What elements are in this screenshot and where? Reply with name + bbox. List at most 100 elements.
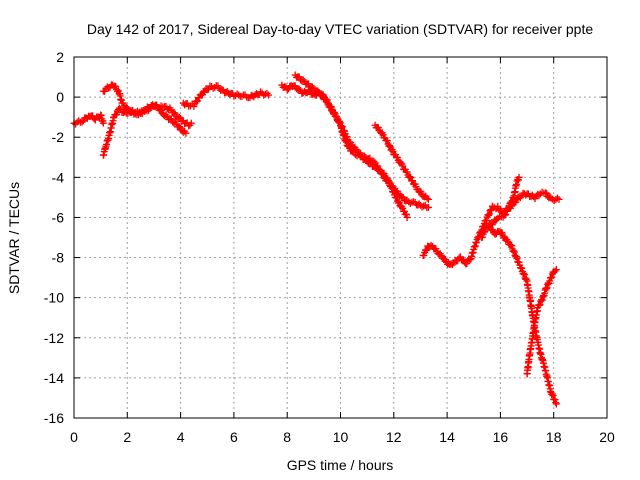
- series-arc-4: [179, 82, 273, 110]
- data-point: [528, 191, 536, 199]
- series-arc-6: [291, 71, 432, 212]
- series-arc-10: [486, 223, 560, 408]
- data-point: [472, 239, 480, 247]
- data-point: [200, 89, 208, 97]
- data-point: [480, 228, 488, 236]
- data-point: [406, 173, 414, 181]
- series-arc-7: [371, 121, 432, 203]
- data-point: [370, 157, 378, 165]
- data-point: [482, 217, 490, 225]
- data-point: [543, 189, 551, 197]
- y-tick-label: -16: [44, 410, 64, 426]
- data-point: [546, 277, 554, 285]
- data-point: [551, 267, 559, 275]
- y-tick-label: 0: [56, 89, 64, 105]
- data-point: [424, 203, 432, 211]
- data-point: [386, 142, 394, 150]
- data-point: [398, 193, 406, 201]
- x-tick-label: 6: [230, 429, 238, 445]
- grid-lines: [74, 57, 607, 418]
- data-point: [113, 110, 121, 118]
- data-point: [338, 123, 346, 131]
- data-point: [175, 113, 183, 121]
- data-point: [553, 194, 561, 202]
- data-point: [549, 392, 557, 400]
- data-point: [299, 76, 307, 84]
- y-tick-labels: -16 -14 -12 -10 -8 -6 -4 -2 0 2: [44, 49, 64, 426]
- data-point: [498, 229, 506, 237]
- data-point: [536, 301, 544, 309]
- data-point: [510, 247, 518, 255]
- data-point: [395, 198, 403, 206]
- data-point: [513, 177, 521, 185]
- y-axis-title: SDTVAR / TECUs: [6, 182, 22, 294]
- data-point: [552, 266, 560, 274]
- data-point: [482, 216, 490, 224]
- data-point: [112, 111, 120, 119]
- data-point: [389, 183, 397, 191]
- x-axis-title: GPS time / hours: [287, 457, 394, 473]
- x-tick-label: 20: [599, 429, 615, 445]
- data-point: [112, 83, 120, 91]
- data-point: [182, 129, 190, 137]
- y-tick-label: -12: [44, 330, 64, 346]
- data-point: [512, 198, 520, 206]
- data-point: [432, 245, 440, 253]
- data-point: [485, 210, 493, 218]
- x-tick-label: 8: [283, 429, 291, 445]
- data-point: [481, 227, 489, 235]
- y-tick-label: -6: [52, 209, 65, 225]
- y-tick-label: -10: [44, 290, 64, 306]
- chart-title: Day 142 of 2017, Sidereal Day-to-day VTE…: [87, 21, 594, 37]
- data-point: [501, 211, 509, 219]
- data-point: [535, 301, 543, 309]
- y-tick-label: -4: [52, 169, 65, 185]
- data-point: [510, 248, 518, 256]
- data-point: [423, 194, 431, 202]
- data-point: [257, 88, 265, 96]
- data-point: [555, 195, 563, 203]
- data-point: [420, 251, 428, 259]
- data-point: [494, 202, 502, 210]
- data-point: [99, 119, 107, 127]
- data-point: [512, 180, 520, 188]
- data-point: [538, 296, 546, 304]
- data-point: [136, 108, 144, 116]
- data-point: [513, 254, 521, 262]
- data-point: [466, 256, 474, 264]
- data-point: [403, 213, 411, 221]
- x-tick-label: 12: [386, 429, 402, 445]
- data-point: [343, 133, 351, 141]
- data-point: [323, 98, 331, 106]
- x-tick-label: 4: [177, 429, 185, 445]
- data-point: [176, 123, 184, 131]
- series-arc-11: [523, 266, 560, 378]
- data-point: [518, 264, 526, 272]
- data-point: [261, 90, 269, 98]
- x-tick-label: 10: [333, 429, 349, 445]
- data-point: [195, 94, 203, 102]
- x-tick-label: 0: [70, 429, 78, 445]
- y-tick-label: 2: [56, 49, 64, 65]
- x-tick-labels: 0 2 4 6 8 10 12 14 16 18 20: [70, 429, 615, 445]
- data-point: [378, 169, 386, 177]
- data-point: [388, 182, 396, 190]
- data-point: [403, 168, 411, 176]
- data-point: [552, 400, 560, 408]
- data-point: [548, 273, 556, 281]
- data-point: [374, 124, 382, 132]
- axis-ticks: [73, 56, 608, 419]
- data-point: [265, 91, 273, 99]
- data-point: [283, 86, 291, 94]
- data-point: [379, 171, 387, 179]
- data-point: [422, 246, 430, 254]
- data-point: [131, 110, 139, 118]
- data-point: [486, 207, 494, 215]
- data-point: [417, 188, 425, 196]
- data-point: [520, 271, 528, 279]
- data-point: [335, 117, 343, 125]
- data-point: [346, 138, 354, 146]
- data-point: [543, 284, 551, 292]
- data-point: [123, 104, 131, 112]
